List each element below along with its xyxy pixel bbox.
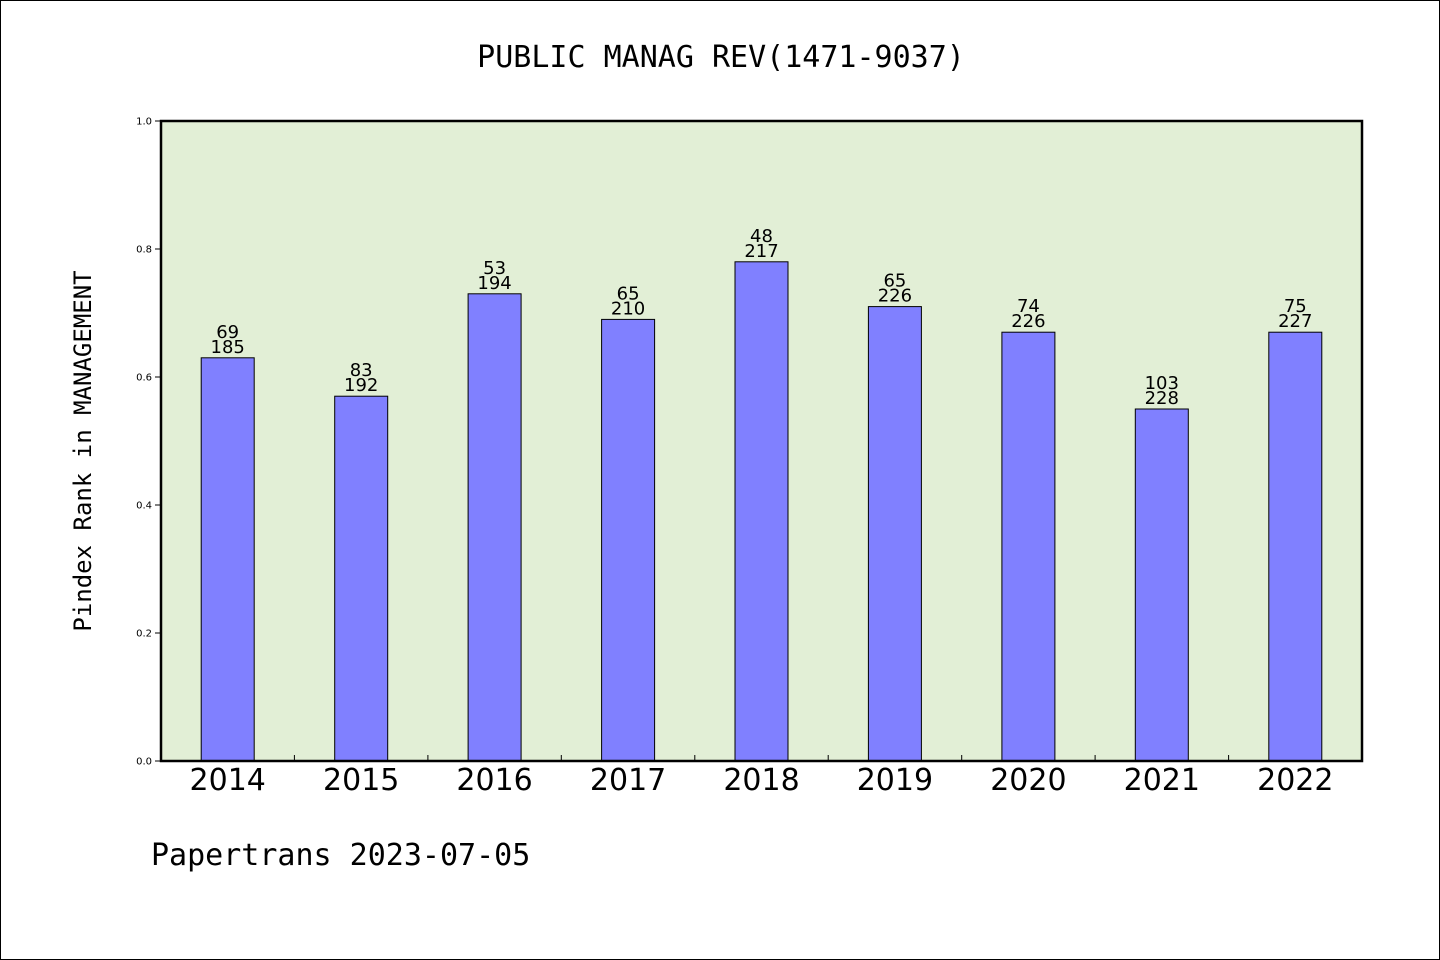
bar-label-bottom-2020: 226 <box>1011 311 1045 332</box>
bar-2015 <box>334 395 389 762</box>
x-axis: 2014 2015 2016 2017 2018 2019 2020 2021 2022 <box>190 755 1333 798</box>
bar-label-bottom-2022: 227 <box>1278 311 1312 332</box>
bar-label-top-2020: 74 <box>1017 296 1040 317</box>
bar-2021 <box>1134 408 1189 762</box>
y-tick-label: 0.8 <box>136 245 152 256</box>
bar-label-top-2015: 83 <box>350 360 373 381</box>
x-tick-label-2017: 2017 <box>590 763 666 798</box>
x-tick-label-2019: 2019 <box>857 763 933 798</box>
bar-label-top-2022: 75 <box>1284 296 1307 317</box>
y-axis: 0.0 0.2 0.4 0.6 0.8 1.0 <box>136 117 161 768</box>
plot-border <box>159 119 1364 763</box>
data-labels-group: 6918583192531946521048217652267422610322… <box>211 226 1313 409</box>
bar-label-top-2014: 69 <box>216 322 239 343</box>
y-tick-label: 0.0 <box>136 757 152 768</box>
bar-label-bottom-2017: 210 <box>611 298 645 319</box>
x-tick-label-2022: 2022 <box>1257 763 1333 798</box>
x-tick-label-2015: 2015 <box>323 763 399 798</box>
bar-label-top-2018: 48 <box>750 226 773 247</box>
bar-2020 <box>1001 331 1056 762</box>
bar-2017 <box>601 318 656 762</box>
bar-2022 <box>1268 331 1323 762</box>
y-tick-label: 0.6 <box>136 373 152 384</box>
x-tick-label-2020: 2020 <box>990 763 1066 798</box>
footer-text: Papertrans 2023-07-05 <box>151 838 530 873</box>
bar-label-bottom-2018: 217 <box>744 241 778 262</box>
x-tick-label-2016: 2016 <box>456 763 532 798</box>
bar-label-bottom-2021: 228 <box>1145 388 1179 409</box>
bar-label-top-2019: 65 <box>883 271 906 292</box>
bar-2014 <box>200 357 255 762</box>
y-tick-label: 0.4 <box>136 501 152 512</box>
bar-label-bottom-2014: 185 <box>211 337 245 358</box>
bar-label-top-2021: 103 <box>1145 373 1179 394</box>
y-axis-label: Pindex Rank in MANAGEMENT <box>69 270 97 631</box>
bar-label-top-2017: 65 <box>617 283 640 304</box>
bar-label-bottom-2016: 194 <box>477 273 511 294</box>
bar-label-bottom-2019: 226 <box>878 286 912 307</box>
bars-group <box>200 261 1323 762</box>
bar-2016 <box>467 293 522 762</box>
y-tick-label: 1.0 <box>136 117 152 128</box>
x-tick-label-2018: 2018 <box>723 763 799 798</box>
bar-2018 <box>734 261 789 762</box>
x-tick-label-2014: 2014 <box>190 763 266 798</box>
bar-label-bottom-2015: 192 <box>344 375 378 396</box>
y-tick-label: 0.2 <box>136 629 152 640</box>
bar-2019 <box>867 306 922 762</box>
bar-label-top-2016: 53 <box>483 258 506 279</box>
chart-title: PUBLIC MANAG REV(1471-9037) <box>477 40 965 75</box>
x-tick-label-2021: 2021 <box>1124 763 1200 798</box>
